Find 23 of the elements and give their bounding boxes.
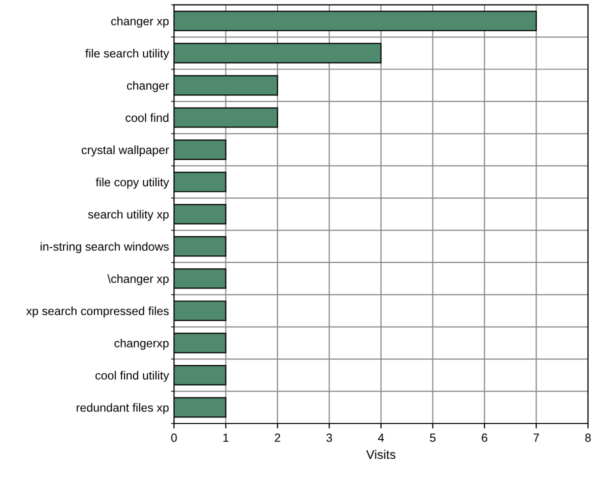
x-tick-label: 0 [171, 434, 177, 442]
x-tick-label: 2 [274, 434, 280, 442]
y-tick-label: xp search compressed files [26, 306, 169, 318]
x-axis-title: Visits [366, 450, 396, 459]
x-tick-label: 4 [378, 434, 384, 442]
y-tick-label: crystal wallpaper [82, 145, 169, 156]
y-tick-label: \changer xp [107, 274, 169, 286]
y-tick-label: redundant files xp [76, 403, 169, 414]
y-tick-label: search utility xp [88, 210, 169, 221]
y-tick-label: file search utility [85, 48, 170, 60]
y-tick-label: cool find utility [95, 370, 170, 382]
y-tick-label: changer [126, 81, 169, 92]
x-tick-label: 7 [534, 434, 539, 442]
x-tick-label: 3 [326, 434, 332, 442]
x-tick-label: 8 [585, 434, 591, 442]
y-tick-label: changerxp [114, 338, 169, 350]
y-tick-label: changer xp [111, 16, 169, 28]
x-tick-label: 6 [482, 434, 488, 442]
y-tick-label: in-string search windows [40, 242, 169, 254]
y-tick-label: cool find [126, 113, 168, 122]
y-tick-label: file copy utility [96, 178, 170, 189]
x-tick-label: 1 [223, 434, 228, 442]
x-tick-label: 5 [430, 434, 436, 442]
